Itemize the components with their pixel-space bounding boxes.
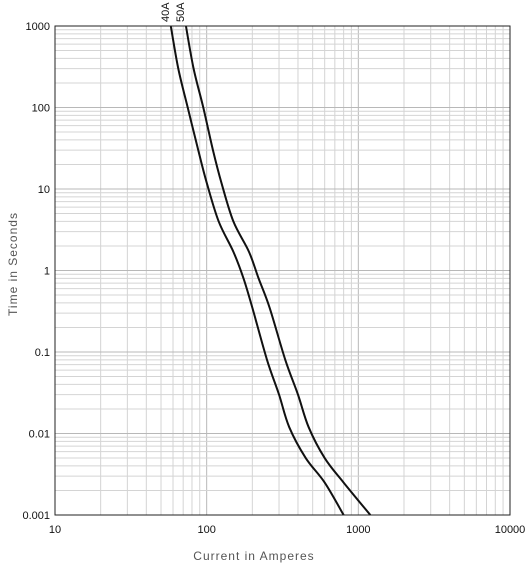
series-line bbox=[169, 25, 345, 516]
x-tick-label: 10000 bbox=[495, 524, 526, 536]
series-line bbox=[184, 25, 372, 516]
y-tick-label: 10 bbox=[38, 184, 50, 196]
y-tick-label: 0.001 bbox=[22, 510, 50, 522]
y-tick-label: 0.01 bbox=[29, 429, 50, 441]
plot-frame bbox=[54, 25, 511, 516]
x-tick-label: 10 bbox=[49, 524, 61, 536]
y-tick-label: 100 bbox=[32, 103, 50, 115]
x-tick-labels: 10 100 1000 10000 bbox=[49, 524, 525, 536]
grid-lines bbox=[54, 26, 510, 516]
series-label: 40A bbox=[160, 2, 172, 22]
y-tick-label: 0.1 bbox=[35, 347, 50, 359]
x-tick-label: 1000 bbox=[346, 524, 370, 536]
series-labels: 40A 50A bbox=[160, 2, 187, 22]
y-tick-label: 1000 bbox=[26, 21, 50, 33]
y-tick-label: 1 bbox=[44, 266, 50, 278]
series-label: 50A bbox=[175, 2, 187, 22]
x-tick-label: 100 bbox=[197, 524, 215, 536]
x-axis-title: Current in Amperes bbox=[193, 549, 314, 563]
y-tick-labels: 0.001 0.01 0.1 1 10 100 1000 bbox=[22, 21, 50, 522]
series-lines bbox=[169, 25, 372, 516]
y-axis-title: Time in Seconds bbox=[6, 212, 20, 316]
